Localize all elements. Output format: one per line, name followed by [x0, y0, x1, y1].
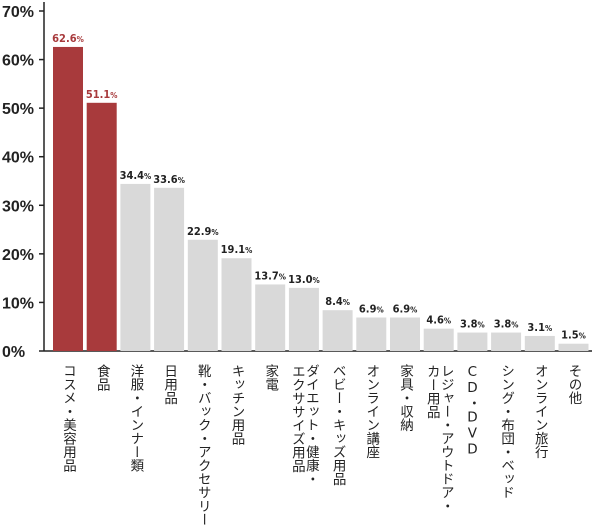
bar: [86, 102, 117, 351]
data-label: 62.6%: [52, 32, 84, 45]
category-label: 食品: [94, 363, 111, 392]
bar: [221, 258, 252, 351]
bar: [390, 317, 420, 351]
category-label: ベビー・キッズ用品: [330, 364, 347, 486]
data-label: 1.5%: [561, 329, 586, 342]
bar: [120, 183, 151, 351]
data-label: 4.6%: [426, 314, 451, 327]
category-label: その他: [566, 364, 583, 406]
y-tick-label: 60%: [2, 53, 34, 70]
data-label: 33.6%: [153, 173, 185, 186]
category-label: 洋服・インナー類: [127, 364, 144, 473]
y-tick-label: 20%: [2, 247, 34, 264]
data-label: 22.9%: [187, 225, 219, 238]
data-label: 3.1%: [527, 321, 552, 334]
data-label: 13.7%: [254, 269, 286, 282]
data-label: 6.9%: [393, 302, 418, 315]
y-tick-label: 0%: [2, 344, 25, 361]
category-label: シング・布団・ベッド: [498, 364, 515, 499]
y-tick-label: 40%: [2, 150, 34, 167]
bar: [288, 287, 319, 351]
category-label: ダイエット・健康・エクササイズ用品: [289, 364, 320, 486]
category-label: キッチン用品: [229, 364, 246, 445]
bar: [524, 335, 555, 351]
bar: [491, 332, 522, 351]
category-label: CD・DVD: [464, 364, 480, 458]
bar: [558, 343, 589, 351]
bar: [356, 317, 387, 351]
data-label: 3.8%: [460, 318, 485, 331]
data-label: 13.0%: [288, 273, 320, 286]
bar: [187, 239, 218, 351]
y-tick-label: 30%: [2, 198, 34, 215]
bar: [457, 332, 488, 351]
bar: [423, 328, 454, 351]
data-label: 34.4%: [120, 169, 152, 182]
data-label: 6.9%: [359, 302, 384, 315]
category-label: 日用品: [161, 364, 178, 405]
y-tick-label: 70%: [2, 4, 34, 21]
data-label: 8.4%: [325, 295, 350, 308]
bar: [154, 187, 185, 351]
bar: [53, 46, 83, 351]
data-label: 51.1%: [86, 88, 118, 101]
data-label: 3.8%: [494, 318, 519, 331]
category-label: オンライン講座: [363, 364, 380, 460]
bar: [255, 284, 286, 351]
data-label: 19.1%: [221, 243, 253, 256]
category-label: 家電: [262, 363, 279, 392]
category-label: オンライン旅行: [532, 364, 549, 460]
y-tick-label: 50%: [2, 101, 34, 118]
category-label: 家具・収納: [397, 363, 414, 433]
y-tick-label: 10%: [2, 295, 34, 312]
category-label: レジャー・アウトドア・カー用品: [424, 364, 454, 513]
category-label: 靴・バック・アクセサリー: [195, 364, 212, 526]
bar: [322, 310, 353, 351]
category-label: コスメ・美容用品: [60, 364, 77, 472]
